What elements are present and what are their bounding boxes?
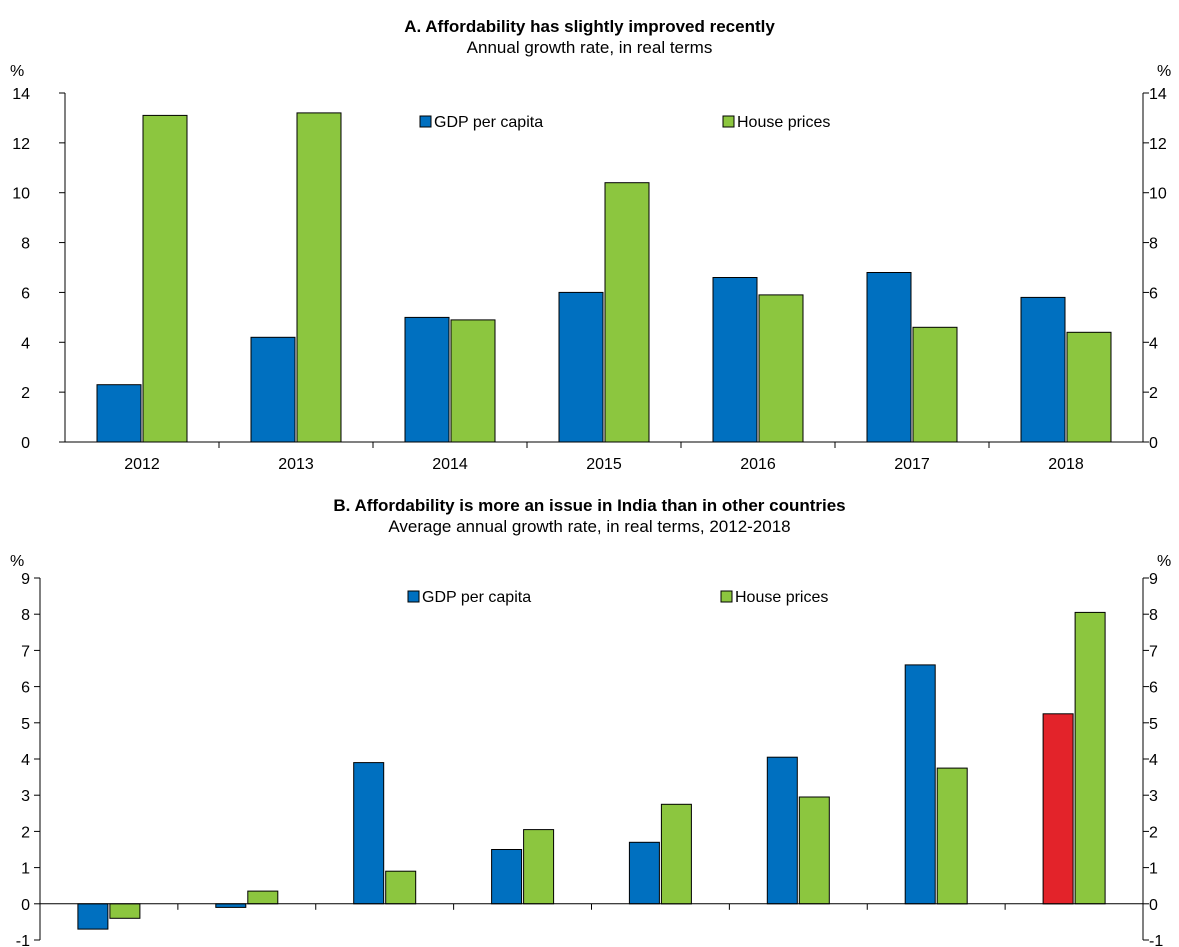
chart-a-x-tick-label: 2015 [586,456,622,473]
chart-a-legend-swatch-1 [722,115,735,128]
chart-a-y-tick-label-left: 0 [21,435,30,452]
chart-b-bar-gdp-per-capita-chl [628,841,660,905]
chart-b-legend-swatch-0 [407,590,420,603]
chart-b-plot: BRAZAFIDNMEXCHLTURCHNIND-1-1001122334455… [10,553,1171,947]
chart-a-y-tick-label-left: 4 [21,335,30,352]
chart-a-y-tick-label-right: 10 [1149,186,1167,203]
chart-a-bar-house-prices-2015 [604,182,650,443]
chart-a-bar-gdp-per-capita-2013 [250,336,296,443]
chart-b-legend-label-1: House prices [735,589,828,606]
chart-panel-a: A. Affordability has slightly improved r… [10,17,1171,473]
chart-a-legend-label-1: House prices [737,114,830,131]
chart-a-y-tick-label-right: 14 [1149,86,1167,103]
chart-b-bar-house-prices-chl [660,803,692,905]
chart-a-subtitle: Annual growth rate, in real terms [466,38,713,57]
chart-b-unit-label-right: % [1157,553,1171,570]
chart-b-bar-house-prices-bra [109,903,141,919]
chart-a-bar-house-prices-2012 [142,114,188,443]
chart-a-bar-gdp-per-capita-2015 [558,291,604,443]
chart-b-bar-gdp-per-capita-tur [766,756,798,905]
chart-b-y-tick-label-left: 2 [21,824,30,841]
chart-a-bar-house-prices-2018 [1066,331,1112,443]
chart-b-y-tick-label-left: 5 [21,716,30,733]
chart-b-y-tick-label-right: 0 [1149,897,1158,914]
chart-b-y-tick-label-left: 8 [21,607,30,624]
chart-b-y-tick-label-left: 1 [21,861,30,878]
chart-a-y-tick-label-right: 8 [1149,236,1158,253]
chart-a-y-tick-label-right: 2 [1149,385,1158,402]
chart-a-x-tick-label: 2018 [1048,456,1084,473]
chart-b-y-tick-label-right: 1 [1149,861,1158,878]
chart-a-x-tick-label: 2013 [278,456,314,473]
chart-b-bar-house-prices-mex [523,829,555,905]
chart-a-y-tick-label-left: 6 [21,285,30,302]
chart-a-x-tick-label: 2017 [894,456,930,473]
chart-a-bar-house-prices-2017 [912,326,958,443]
chart-a-y-tick-label-right: 12 [1149,136,1167,153]
chart-a-x-tick-label: 2012 [124,456,160,473]
chart-b-bar-gdp-per-capita-ind [1042,713,1074,905]
chart-panel-b: B. Affordability is more an issue in Ind… [0,475,1179,947]
chart-b-legend-swatch-1 [720,590,733,603]
chart-b-y-tick-label-left: 0 [21,897,30,914]
chart-a-title: A. Affordability has slightly improved r… [404,17,775,36]
chart-b-bar-house-prices-idn [385,870,417,905]
chart-b-bar-gdp-per-capita-mex [491,849,523,905]
chart-a-bar-gdp-per-capita-2012 [96,384,142,443]
chart-b-unit-label-left: % [10,553,24,570]
chart-a-y-tick-label-right: 6 [1149,285,1158,302]
chart-b-bar-gdp-per-capita-chn [904,664,936,905]
chart-b-y-tick-label-left: 3 [21,788,30,805]
chart-b-y-tick-label-left: 9 [21,571,30,588]
chart-b-y-tick-label-right: -1 [1149,933,1163,947]
chart-a-y-tick-label-right: 4 [1149,335,1158,352]
chart-a-bar-house-prices-2014 [450,319,496,443]
chart-b-bar-house-prices-chn [936,767,968,905]
chart-b-subtitle: Average annual growth rate, in real term… [388,517,791,536]
chart-b-y-tick-label-right: 6 [1149,680,1158,697]
chart-b-bar-house-prices-ind [1074,611,1106,905]
chart-a-unit-label-right: % [1157,63,1171,80]
chart-a-legend-label-0: GDP per capita [434,114,543,131]
chart-b-y-tick-label-right: 4 [1149,752,1158,769]
chart-b-y-tick-label-right: 8 [1149,607,1158,624]
chart-a-unit-label-left: % [10,63,24,80]
chart-a-x-tick-label: 2014 [432,456,468,473]
chart-b-bar-house-prices-zaf [247,890,279,905]
chart-b-y-tick-label-left: 4 [21,752,30,769]
chart-a-y-tick-label-left: 8 [21,236,30,253]
chart-b-legend-label-0: GDP per capita [422,589,531,606]
chart-a-y-tick-label-left: 14 [12,86,30,103]
chart-b-bar-gdp-per-capita-zaf [215,903,247,908]
chart-b-y-tick-label-right: 7 [1149,643,1158,660]
chart-a-bar-gdp-per-capita-2016 [712,277,758,443]
chart-a-bar-house-prices-2013 [296,112,342,443]
chart-a-plot: 2012 2013 2014 2015 2016 2017 2018 0 0 2 2 4 4 6 6 8 8 10… [10,63,1171,473]
chart-a-y-tick-label-left: 10 [12,186,30,203]
chart-b-y-tick-label-right: 2 [1149,824,1158,841]
chart-a-y-tick-label-left: 2 [21,385,30,402]
chart-b-bar-house-prices-tur [798,796,830,905]
chart-a-y-tick-label-right: 0 [1149,435,1158,452]
chart-b-y-tick-label-right: 3 [1149,788,1158,805]
chart-a-bar-house-prices-2016 [758,294,804,443]
chart-b-y-tick-label-left: -1 [16,933,30,947]
chart-b-y-tick-label-left: 7 [21,643,30,660]
chart-b-bar-gdp-per-capita-bra [77,903,109,930]
chart-a-y-tick-label-left: 12 [12,136,30,153]
chart-a-x-tick-label: 2016 [740,456,776,473]
chart-b-title: B. Affordability is more an issue in Ind… [333,496,846,515]
chart-a-bar-gdp-per-capita-2017 [866,272,912,443]
chart-a-bar-gdp-per-capita-2014 [404,316,450,443]
chart-b-y-tick-label-right: 5 [1149,716,1158,733]
chart-b-bar-gdp-per-capita-idn [353,762,385,905]
chart-b-y-tick-label-left: 6 [21,680,30,697]
chart-b-y-tick-label-right: 9 [1149,571,1158,588]
chart-a-bar-gdp-per-capita-2018 [1020,296,1066,443]
chart-a-legend-swatch-0 [419,115,432,128]
